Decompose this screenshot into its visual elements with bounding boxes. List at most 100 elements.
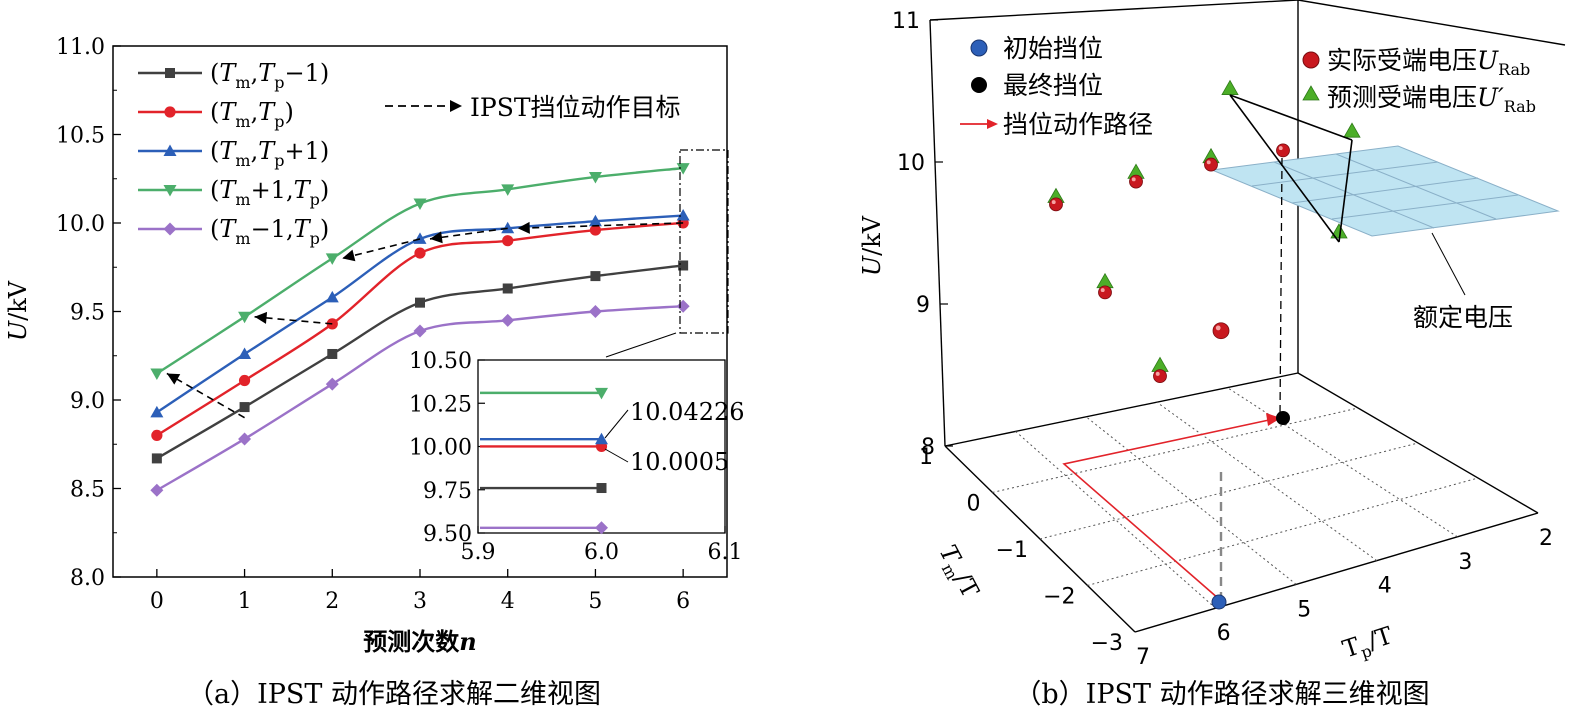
actual-point xyxy=(1204,157,1218,172)
initial-gear-point xyxy=(1211,594,1227,610)
data-point xyxy=(501,221,515,234)
inset-y-tick-label: 9.50 xyxy=(423,522,472,547)
chart-2d: 8.0 8.5 9.0 9.5 10.0 10.5 11.0 0 1 2 3 4 5 6 U/kV 预测… xyxy=(4,35,745,710)
data-point xyxy=(239,402,250,413)
path-arrowhead xyxy=(517,221,530,234)
tp-tick-label: 6 xyxy=(1217,621,1231,646)
z-axis: 8 9 10 11 xyxy=(892,9,953,460)
tp-axis-label: Tp/T xyxy=(1339,621,1397,667)
actual-point-highlight xyxy=(1051,200,1056,205)
data-point xyxy=(502,283,513,294)
actual-point xyxy=(1129,174,1143,189)
data-point xyxy=(325,290,339,303)
path-arrow xyxy=(429,227,508,240)
floor-grid xyxy=(992,387,1479,609)
data-point xyxy=(588,214,602,227)
data-point xyxy=(238,347,252,359)
z-axis-label: U/kV xyxy=(858,215,886,276)
data-point xyxy=(588,305,602,318)
legend-label-path: 挡位动作路径 xyxy=(1003,110,1153,139)
actual-point-highlight xyxy=(1100,288,1105,293)
x-tick-label: 0 xyxy=(150,589,164,614)
data-point xyxy=(413,324,427,338)
legend-marker-path-head xyxy=(987,119,998,129)
tp-tick-label: 7 xyxy=(1136,645,1150,670)
path-arrowhead xyxy=(254,311,268,324)
grid-line xyxy=(1156,401,1378,562)
tp-tick-label: 3 xyxy=(1458,550,1472,575)
legend-label: (Tm−1,Tp) xyxy=(210,215,329,248)
annotation-leader xyxy=(604,448,629,463)
y-tick-label: 11.0 xyxy=(56,35,105,60)
data-point xyxy=(678,260,689,271)
tm-axis-label: Tm/T xyxy=(930,540,984,604)
tp-axis: 7 6 5 4 3 2 xyxy=(1136,526,1553,670)
tm-tick-label: −2 xyxy=(1043,585,1075,610)
inset-y-tick-label: 10.25 xyxy=(409,392,472,417)
x-tick-label: 5 xyxy=(588,589,602,614)
z-tick-label: 11 xyxy=(892,9,920,34)
z-tick-label: 10 xyxy=(897,151,925,176)
legend-label-final: 最终挡位 xyxy=(1003,71,1103,100)
actual-point-highlight xyxy=(1131,177,1136,182)
tp-tick-label: 4 xyxy=(1378,574,1392,599)
inset-axes: 9.50 9.75 10.00 10.25 10.50 5.9 6.0 6.1 xyxy=(409,349,742,565)
data-point xyxy=(150,368,164,380)
legend-label: (Tm,Tp+1) xyxy=(210,137,329,170)
legend-marker-actual xyxy=(1302,51,1320,69)
caption-a: （a）IPST 动作路径求解二维视图 xyxy=(187,679,601,710)
legend-label-initial: 初始挡位 xyxy=(1003,34,1103,63)
data-point xyxy=(238,311,252,324)
x-axis: 0 1 2 3 4 5 6 xyxy=(150,569,690,614)
data-point xyxy=(238,432,252,446)
y-tick-label: 10.0 xyxy=(56,212,105,237)
legend-marker-initial xyxy=(970,39,988,57)
legend-marker xyxy=(163,144,177,156)
path-arrowhead xyxy=(166,373,181,385)
inset-x-tick-label: 6.1 xyxy=(708,540,743,565)
x-tick-label: 4 xyxy=(501,589,515,614)
arrow-legend: IPST挡位动作目标 xyxy=(385,93,681,122)
inset-data-point xyxy=(595,432,608,445)
actual-point-highlight xyxy=(1278,146,1283,151)
inset-data-point xyxy=(596,483,607,494)
drop-line-final xyxy=(1279,157,1283,416)
inset-x-tick-label: 5.9 xyxy=(461,540,496,565)
plane-leader xyxy=(1431,232,1466,296)
legend: (Tm,Tp−1) (Tm,Tp) (Tm,Tp+1) (Tm+1,Tp) (Tm−1,… xyxy=(138,59,329,248)
legend-marker xyxy=(163,222,177,236)
arrow-legend-label: IPST挡位动作目标 xyxy=(470,93,681,122)
grid-line xyxy=(1227,387,1458,538)
data-point xyxy=(325,377,339,391)
inset-y-tick-label: 10.50 xyxy=(409,349,472,374)
data-point xyxy=(414,247,426,259)
legend-label: (Tm+1,Tp) xyxy=(210,176,329,209)
tm-tick-label: −1 xyxy=(996,538,1028,563)
data-point xyxy=(151,453,162,464)
legend-marker xyxy=(163,185,177,197)
actual-point-highlight xyxy=(1206,160,1211,165)
path-arrow xyxy=(517,222,684,230)
tm-axis: 1 0 −1 −2 −3 xyxy=(919,445,1123,656)
data-point xyxy=(502,235,514,247)
data-point xyxy=(588,171,602,184)
path-arrowhead xyxy=(430,231,443,244)
tp-tick-label: 2 xyxy=(1539,526,1553,551)
predicted-point xyxy=(1221,79,1239,95)
tm-tick-label: −3 xyxy=(1091,631,1123,656)
x-tick-label: 2 xyxy=(325,589,339,614)
tm-tick-label: 0 xyxy=(967,492,981,517)
legend-label: (Tm,Tp) xyxy=(210,98,294,131)
path-arrow xyxy=(166,372,245,419)
data-point xyxy=(150,405,164,418)
data-point xyxy=(501,184,515,196)
x-axis-label: 预测次数n xyxy=(363,627,476,656)
inset-chart: 9.50 9.75 10.00 10.25 10.50 5.9 6.0 6.1 10.0422… xyxy=(409,349,745,565)
legend-label-predicted: 预测受端电压U′Rab xyxy=(1327,83,1536,116)
predicted-point xyxy=(1343,122,1361,138)
data-point xyxy=(151,429,163,441)
legend-marker-predicted xyxy=(1302,85,1320,101)
actual-point-highlight xyxy=(1155,371,1160,376)
